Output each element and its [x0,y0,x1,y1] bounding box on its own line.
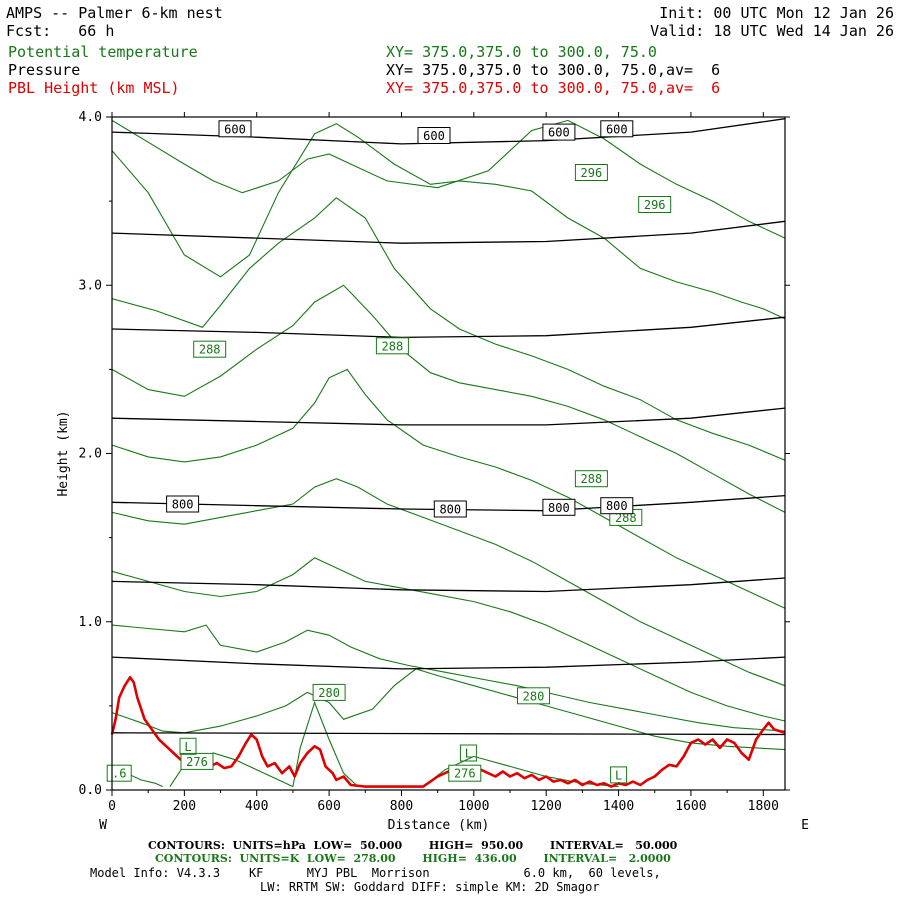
x-tick-label-800: 800 [390,799,413,814]
theta-label-3: 288 [382,339,404,353]
theta-label-9-box [180,752,214,770]
theta-label-8-box [448,764,482,782]
pressure-label-7: 800 [606,499,628,513]
pressure-label-4-box [166,495,200,513]
theta-label-4-box [574,470,608,488]
min-label-2-box [610,766,628,784]
pressure-contour-950 [111,732,786,736]
pressure-label-2: 600 [548,126,570,140]
pressure-label-1-box [417,127,451,144]
y-tick-label-1: 1.0 [79,615,102,630]
pressure-label-3: 600 [606,122,628,136]
pressure-label-7-box [600,497,634,515]
x-tick-label-1200: 1200 [531,799,562,814]
y-tick-label-4: 4.0 [79,110,102,125]
y-tick-label-0: 0.0 [79,783,102,798]
theta-label-1-box [638,196,672,213]
theta-label-6: 280 [318,686,340,700]
min-label-0: L [184,740,191,754]
footer-theta-contours: CONTOURS: UNITS=K LOW= 278.00 HIGH= 436.… [155,852,671,865]
x-tick-label-600: 600 [317,799,340,814]
theta-label-9: 276 [186,755,208,769]
valid-time: Valid: 18 UTC Wed 14 Jan 26 [650,22,894,40]
pressure-label-0: 600 [224,122,246,136]
min-label-2: L [615,768,622,782]
theta-contour-2 [111,197,786,461]
pressure-label-0-box [218,120,252,138]
pressure-contour-850 [111,577,786,593]
theta-label-8: 276 [454,767,476,781]
west-label: W [99,818,107,833]
theta-label-2-box [193,340,227,358]
pressure-label-3-box [600,120,634,138]
pressure-contour-700 [111,316,786,339]
x-tick-label-1800: 1800 [748,799,779,814]
theta-contour-7 [111,624,786,732]
theta-label-2: 288 [199,343,221,357]
theta-label-5: 288 [615,511,637,525]
chart-title: AMPS -- Palmer 6-km nest [6,4,223,22]
pressure-contour-750 [111,407,786,426]
theta-label-6-box [312,683,346,701]
theta-contour-12 [422,755,619,788]
pressure-label-2-box [542,123,576,141]
pressure-label-6: 800 [548,501,570,515]
east-label: E [801,818,809,833]
pressure-contour-800 [111,494,786,512]
x-tick-label-200: 200 [173,799,196,814]
theta-contour-9 [292,700,359,788]
pressure-label-4: 800 [172,498,194,512]
forecast-hour: Fcst: 66 h [6,22,115,40]
y-tick-label-2: 2.0 [79,447,102,462]
theta-contour-4 [111,368,786,609]
theta-contour-6 [111,557,786,722]
theta-label-10-box [106,764,132,782]
x-tick-label-400: 400 [245,799,268,814]
field-xy-pbl: XY= 375.0,375.0 to 300.0, 75.0,av= 6 [386,79,721,97]
x-tick-label-1000: 1000 [458,799,489,814]
theta-contour-8 [111,668,786,751]
footer-pressure-contours: CONTOURS: UNITS=hPa LOW= 50.000 HIGH= 95… [148,839,678,852]
pressure-label-5-box [433,500,467,518]
init-time: Init: 00 UTC Mon 12 Jan 26 [659,4,894,22]
y-axis-label: Height (km) [56,410,71,496]
pressure-contour-650 [111,220,786,244]
pressure-contour-900 [111,656,786,670]
theta-label-3-box [375,337,409,355]
theta-contour-3 [111,284,786,513]
field-xy-theta: XY= 375.0,375.0 to 300.0, 75.0 [386,43,657,61]
pressure-label-1: 600 [423,129,445,143]
theta-label-0: 296 [581,166,603,180]
field-name-theta: Potential temperature [8,43,198,61]
x-tick-label-1600: 1600 [675,799,706,814]
footer-physics: LW: RRTM SW: Goddard DIFF: simple KM: 2D… [260,880,600,894]
theta-contour-0 [111,123,786,320]
theta-label-7-box [517,687,550,705]
field-name-pressure: Pressure [8,61,81,79]
theta-label-4: 288 [581,472,603,486]
y-tick-label-3: 3.0 [79,278,102,293]
theta-label-1: 296 [644,198,666,212]
theta-contour-1 [111,119,786,239]
x-axis-label: Distance (km) [388,818,490,833]
footer-model-info: Model Info: V4.3.3 KF MYJ PBL Morrison 6… [90,866,661,880]
pressure-label-6-box [542,498,576,516]
pressure-label-5: 800 [439,503,461,517]
field-name-pbl: PBL Height (km MSL) [8,79,180,97]
theta-label-7: 280 [523,689,545,703]
min-label-0-box [179,737,197,755]
theta-label-0-box [574,164,608,181]
theta-label-10: .6 [112,767,126,781]
field-xy-pressure: XY= 375.0,375.0 to 300.0, 75.0,av= 6 [386,61,721,79]
x-tick-label-1400: 1400 [603,799,634,814]
min-label-1: L [465,747,472,761]
theta-contour-5 [111,478,786,687]
x-tick-label-0: 0 [108,799,116,814]
min-label-1-box [459,744,477,762]
